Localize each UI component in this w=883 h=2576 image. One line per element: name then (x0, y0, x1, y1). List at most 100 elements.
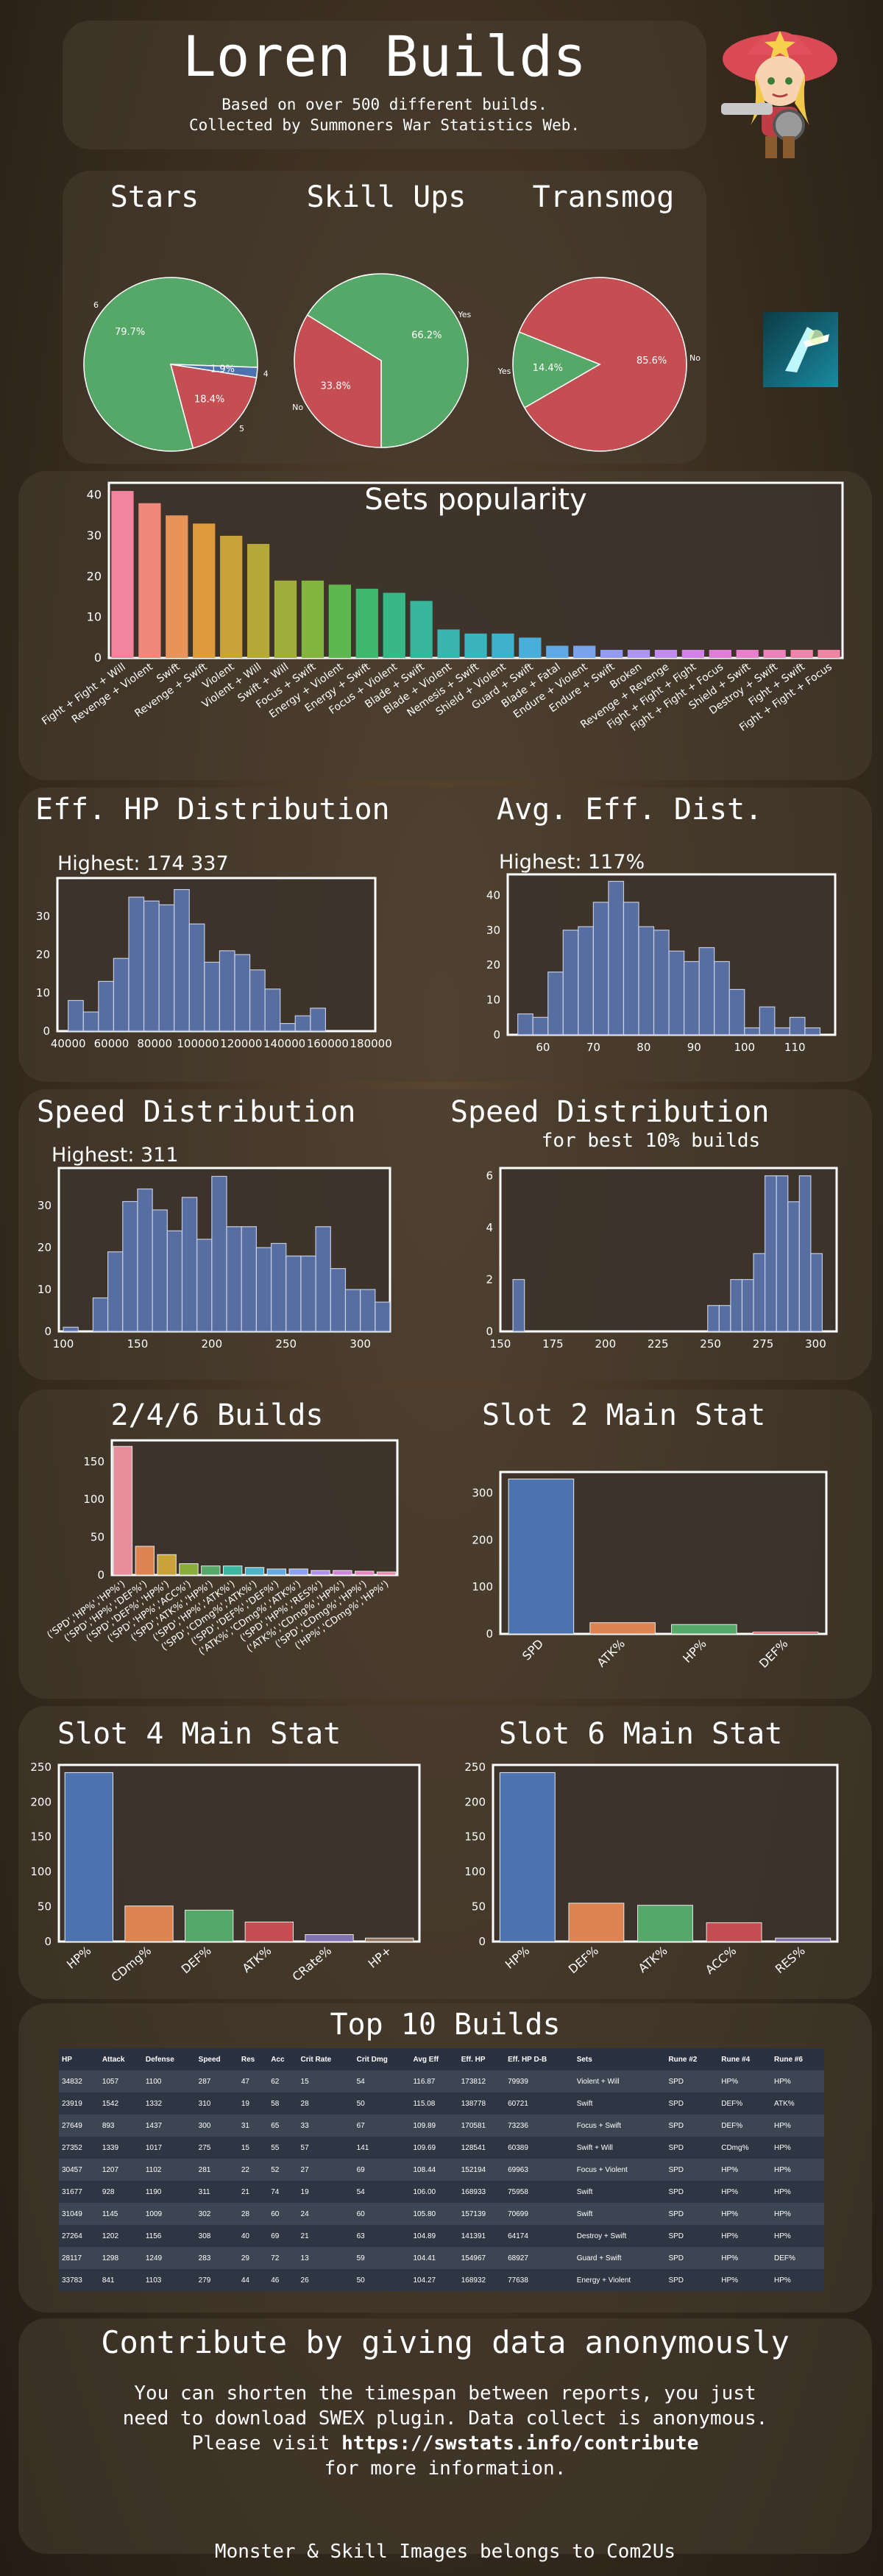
sets-bar (519, 637, 542, 658)
header-subtitle-1: Based on over 500 different builds. (221, 96, 547, 113)
table-cell: 60721 (505, 2092, 574, 2115)
table-cell: 300 (195, 2115, 238, 2137)
contribute-line-2: need to download SWEX plugin. Data colle… (122, 2407, 768, 2430)
page-title: Loren Builds (182, 24, 587, 89)
sets-bar (600, 649, 623, 658)
table-cell: HP% (718, 2181, 772, 2203)
table-header-cell: Avg Eff (410, 2048, 458, 2070)
bar-charts-slot4-slot6: HP% CDmg% DEF% ATK% CRate% HP+ 0 50 100 150 200 250… (30, 1761, 837, 1984)
x-tick-label: 275 (753, 1337, 774, 1351)
slot6-bar (637, 1905, 693, 1942)
table-cell: 33783 (59, 2269, 99, 2291)
builds246-title: 2/4/6 Builds (110, 1398, 324, 1432)
table-cell: DEF% (771, 2247, 824, 2269)
slot6-bar (499, 1772, 556, 1942)
sets-bar (681, 649, 705, 658)
table-cell: SPD (665, 2159, 719, 2181)
y-tick-label: 250 (30, 1761, 52, 1774)
slot2-bar (508, 1479, 575, 1635)
table-cell: 1145 (99, 2203, 143, 2225)
table-cell: 108.44 (410, 2159, 458, 2181)
pie-pct-label: 1.9% (210, 364, 235, 375)
table-cell: 1190 (142, 2181, 196, 2203)
table-cell: 109.69 (410, 2137, 458, 2159)
table-cell: 302 (195, 2203, 238, 2225)
table-cell: SPD (665, 2247, 719, 2269)
contribute-title: Contribute by giving data anonymously (101, 2324, 790, 2360)
sets-bar (247, 544, 270, 658)
y-tick-label: 0 (486, 1325, 493, 1338)
table-cell: 21 (297, 2225, 354, 2247)
pie-title-transmog: Transmog (532, 180, 675, 214)
x-tick-label: 300 (805, 1337, 826, 1351)
slot6-bar (775, 1937, 831, 1942)
table-cell: 116.87 (410, 2070, 458, 2092)
pie-slice-label: Yes (497, 367, 511, 376)
table-cell: 1103 (142, 2269, 196, 2291)
table-header-cell: Rune #6 (771, 2048, 824, 2070)
table-cell: 55 (268, 2137, 298, 2159)
table-cell: 63 (353, 2225, 411, 2247)
sets-bar (220, 535, 243, 658)
slot6-bar (568, 1903, 625, 1942)
sets-bar (383, 592, 405, 658)
y-tick-label: 0 (97, 1568, 104, 1582)
y-tick-label: 10 (38, 1283, 52, 1296)
slot4-x-label: CRate% (290, 1944, 335, 1984)
contribute-visit-text: Please visit (191, 2432, 342, 2455)
table-cell: 1156 (142, 2225, 196, 2247)
table-cell: 1202 (99, 2225, 143, 2247)
top-builds-table: HP Attack Defense Speed Res Acc Crit Rate Crit … (59, 2048, 824, 2291)
y-tick-label: 0 (478, 1935, 486, 1948)
table-cell: 50 (353, 2269, 411, 2291)
x-tick-label: 200 (202, 1337, 223, 1351)
slot4-x-label: DEF% (179, 1944, 214, 1977)
builds246-bar (288, 1568, 308, 1576)
pie-slice (512, 331, 601, 409)
builds246-bar (157, 1554, 177, 1576)
x-tick-label: 110 (784, 1041, 806, 1054)
table-cell: 69 (268, 2225, 298, 2247)
table-cell: 173812 (458, 2070, 506, 2092)
table-cell: 27352 (59, 2137, 99, 2159)
table-cell: 104.89 (410, 2225, 458, 2247)
table-cell: HP% (771, 2137, 824, 2159)
footer-credit: Monster & Skill Images belongs to Com2Us (214, 2541, 676, 2563)
slot4-x-label: ATK% (240, 1944, 274, 1976)
bar-charts-builds-slot2: ('SPD','HP%','HP%')('SPD','HP%','DEF%')(… (97, 1440, 826, 1635)
table-cell: 46 (268, 2269, 298, 2291)
x-tick-label: 90 (687, 1041, 701, 1054)
contribute-line-4: for more information. (324, 2458, 567, 2480)
builds246-bar (179, 1563, 199, 1576)
y-tick-label: 0 (94, 651, 102, 665)
table-cell: 15 (238, 2137, 269, 2159)
contribute-link[interactable]: https://swstats.info/contribute (341, 2432, 699, 2455)
y-tick-label: 50 (38, 1900, 52, 1914)
table-cell: 13 (297, 2247, 354, 2269)
table-cell: 128541 (458, 2137, 506, 2159)
table-cell: 105.80 (410, 2203, 458, 2225)
x-tick-label: 100 (53, 1337, 74, 1351)
table-cell: 1017 (142, 2137, 196, 2159)
table-cell: 62 (268, 2070, 298, 2092)
slot6-x-label: DEF% (566, 1944, 601, 1977)
sets-bar (437, 629, 460, 658)
y-tick-label: 10 (486, 994, 500, 1007)
y-tick-label: 4 (486, 1221, 493, 1234)
y-tick-label: 100 (30, 1865, 52, 1878)
x-tick-label: 80000 (137, 1037, 172, 1050)
table-cell: HP% (771, 2203, 824, 2225)
table-cell: 57 (297, 2137, 354, 2159)
y-tick-label: 0 (493, 1028, 500, 1041)
table-cell: 1332 (142, 2092, 196, 2115)
avg-eff-title: Avg. Eff. Dist. (497, 793, 763, 827)
slot4-x-label: HP+ (366, 1944, 394, 1971)
table-cell: 275 (195, 2137, 238, 2159)
speed-title: Speed Distribution (37, 1095, 356, 1129)
table-cell: 104.41 (410, 2247, 458, 2269)
table-cell: SPD (665, 2269, 719, 2291)
speed-top-bar (810, 1253, 823, 1332)
avg-eff-bar (728, 988, 745, 1036)
table-cell: Destroy + Swift (573, 2225, 666, 2247)
